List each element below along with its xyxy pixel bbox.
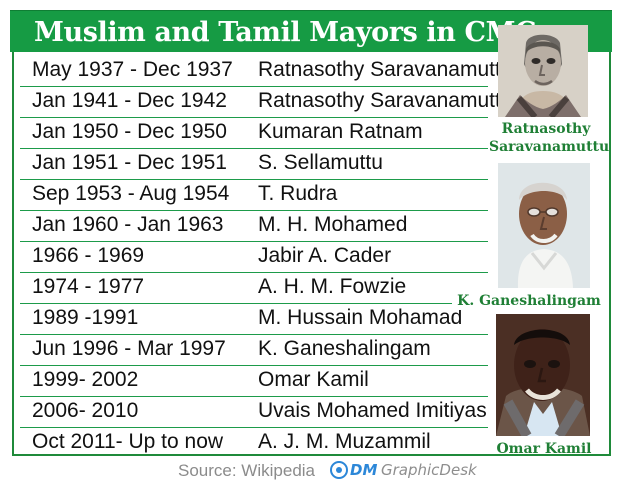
title-banner: Muslim and Tamil Mayors in CMC bbox=[10, 10, 612, 52]
portrait-k-ganeshalingam bbox=[498, 163, 590, 288]
table-cell-period: Jan 1960 - Jan 1963 bbox=[32, 213, 224, 236]
portrait-k-ganeshalingam-image bbox=[498, 163, 590, 288]
mayors-table: May 1937 - Dec 1937 Ratnasothy Saravanam… bbox=[20, 56, 512, 462]
table-cell-name: T. Rudra bbox=[258, 182, 338, 205]
table-row: 1974 - 1977 A. H. M. Fowzie bbox=[20, 273, 488, 304]
table-cell-period: Jan 1950 - Dec 1950 bbox=[32, 120, 227, 143]
source-note: Source: Wikipedia bbox=[178, 461, 316, 480]
table-cell-period: 1989 -1991 bbox=[32, 306, 139, 329]
portrait-ratnasothy-saravanamuttu-image bbox=[498, 25, 588, 117]
table-row: 1966 - 1969 Jabir A. Cader bbox=[20, 242, 488, 273]
portrait-caption-line: Ratnasothy bbox=[501, 121, 591, 137]
table-row: Jun 1996 - Mar 1997 K. Ganeshalingam bbox=[20, 335, 488, 366]
dm-logo-center-icon bbox=[336, 467, 342, 473]
table-row: Jan 1951 - Dec 1951 S. Sellamuttu bbox=[20, 149, 488, 180]
table-cell-period: 1999- 2002 bbox=[32, 368, 139, 391]
portrait-caption: K. Ganeshalingam bbox=[452, 292, 606, 310]
portrait-omar-kamil-image bbox=[496, 314, 590, 436]
table-row: Jan 1941 - Dec 1942 Ratnasothy Saravanam… bbox=[20, 87, 512, 118]
table-row: 2006- 2010 Uvais Mohamed Imitiyas bbox=[20, 397, 488, 428]
table-cell-name: A. J. M. Muzammil bbox=[258, 430, 431, 453]
table-cell-name: Jabir A. Cader bbox=[258, 244, 392, 267]
table-row: Oct 2011- Up to now A. J. M. Muzammil bbox=[20, 428, 488, 459]
table-cell-period: Jan 1951 - Dec 1951 bbox=[32, 151, 227, 174]
portrait-caption: Ratnasothy Saravanamuttu bbox=[489, 120, 610, 156]
table-cell-name: Kumaran Ratnam bbox=[258, 120, 423, 143]
portrait-caption-line: Omar Kamil bbox=[496, 441, 592, 457]
dm-circle-logo-icon bbox=[330, 461, 348, 479]
table-cell-name: Ratnasothy Saravanamuttu bbox=[258, 58, 513, 81]
table-cell-name: Uvais Mohamed Imitiyas bbox=[258, 399, 487, 422]
brand-desk: GraphicDesk bbox=[381, 461, 477, 479]
table-cell-name: S. Sellamuttu bbox=[258, 151, 383, 174]
table-row: Sep 1953 - Aug 1954 T. Rudra bbox=[20, 180, 488, 211]
page-title: Muslim and Tamil Mayors in CMC bbox=[34, 17, 537, 48]
table-cell-period: 2006- 2010 bbox=[32, 399, 139, 422]
table-cell-name: A. H. M. Fowzie bbox=[258, 275, 407, 298]
table-cell-name: K. Ganeshalingam bbox=[258, 337, 431, 360]
table-cell-name: Ratnasothy Saravanamuttu bbox=[258, 89, 513, 112]
table-cell-period: Oct 2011- Up to now bbox=[32, 430, 224, 453]
table-cell-period: Jan 1941 - Dec 1942 bbox=[32, 89, 227, 112]
portrait-ratnasothy-saravanamuttu bbox=[498, 25, 588, 117]
portrait-caption-line: K. Ganeshalingam bbox=[457, 293, 601, 309]
table-cell-period: 1974 - 1977 bbox=[32, 275, 145, 298]
table-row: Jan 1960 - Jan 1963 M. H. Mohamed bbox=[20, 211, 488, 242]
table-cell-period: Sep 1953 - Aug 1954 bbox=[32, 182, 230, 205]
table-cell-period: 1966 - 1969 bbox=[32, 244, 145, 267]
table-row: Jan 1950 - Dec 1950 Kumaran Ratnam bbox=[20, 118, 488, 149]
table-cell-period: Jun 1996 - Mar 1997 bbox=[32, 337, 226, 360]
table-cell-period: May 1937 - Dec 1937 bbox=[32, 58, 233, 81]
portrait-caption: Omar Kamil bbox=[492, 440, 596, 458]
table-row: May 1937 - Dec 1937 Ratnasothy Saravanam… bbox=[20, 56, 512, 87]
brand-mark: DM bbox=[350, 461, 378, 479]
table-cell-name: M. Hussain Mohamad bbox=[258, 306, 463, 329]
portrait-omar-kamil bbox=[496, 314, 590, 436]
table-row: 1999- 2002 Omar Kamil bbox=[20, 366, 488, 397]
table-row: 1989 -1991 M. Hussain Mohamad bbox=[20, 304, 488, 335]
table-cell-name: Omar Kamil bbox=[258, 368, 369, 391]
portrait-caption-line: Saravanamuttu bbox=[489, 139, 610, 155]
table-cell-name: M. H. Mohamed bbox=[258, 213, 408, 236]
